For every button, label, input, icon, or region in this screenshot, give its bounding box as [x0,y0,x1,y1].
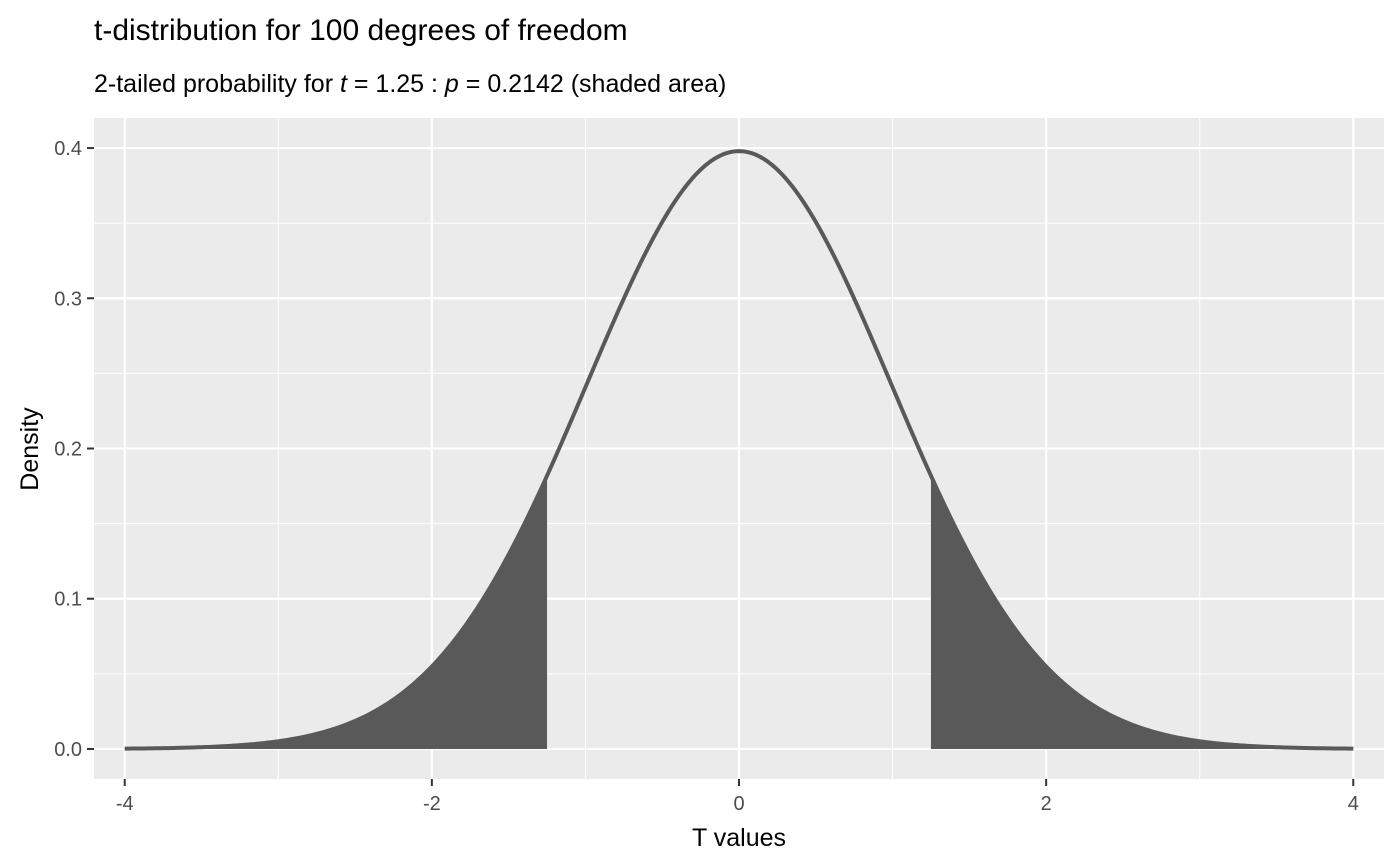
y-tick-label: 0.4 [54,138,82,160]
x-tick-label: -2 [423,793,441,815]
shaded-tail-areas [124,475,1354,749]
x-tick-label: 0 [733,793,744,815]
y-axis-ticks: 0.0 0.1 0.2 0.3 0.4 [54,138,94,761]
major-gridlines [94,118,1384,779]
x-tick-label: 2 [1041,793,1052,815]
y-tick-label: 0.0 [54,739,82,761]
subtitle-prefix: 2-tailed probability for [94,70,340,98]
x-axis-title: T values [692,824,786,852]
subtitle-t-symbol: t [340,70,348,98]
right-tail-area [930,475,1354,749]
density-curve [124,149,1354,751]
left-tail-area [124,475,548,749]
x-tick-label: 4 [1348,793,1359,815]
y-tick-label: 0.1 [54,589,82,611]
chart-subtitle: 2-tailed probability for t = 1.25 : p = … [94,70,726,98]
subtitle-t-value: = 1.25 : [347,70,445,98]
y-tick-label: 0.3 [54,288,82,310]
y-tick-label: 0.2 [54,439,82,461]
x-tick-label: -4 [116,793,134,815]
x-axis-ticks: -4 -2 0 2 4 [116,779,1359,815]
subtitle-p-symbol: p [444,70,459,98]
subtitle-p-value: = 0.2142 (shaded area) [459,70,727,98]
y-axis-title: Density [16,407,44,491]
chart-title: t-distribution for 100 degrees of freedo… [94,14,628,47]
